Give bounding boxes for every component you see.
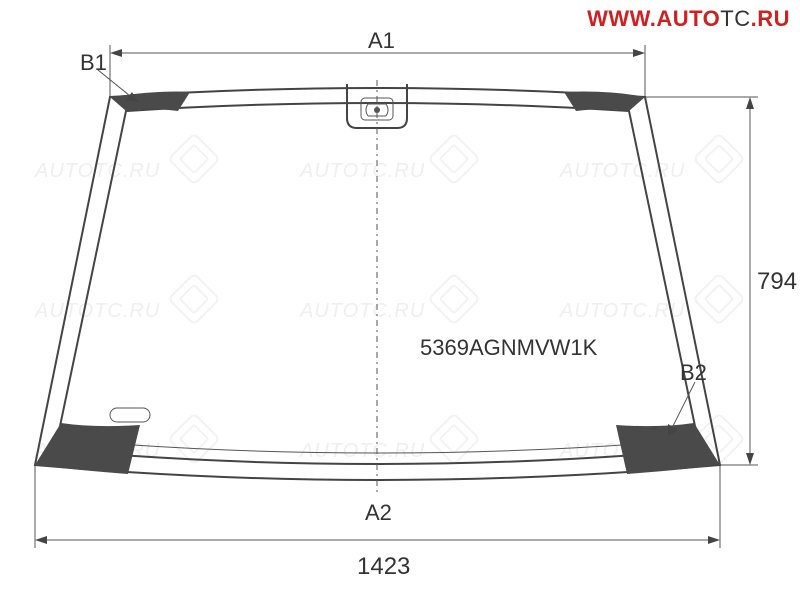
dimension-height: 794 xyxy=(757,268,797,296)
diagram-container: { "url_watermark": { "prefix": "WWW.AUTO… xyxy=(0,0,800,600)
label-a1: A1 xyxy=(368,28,395,54)
windshield-diagram xyxy=(0,0,800,600)
part-code: 5369AGNMVW1K xyxy=(420,335,597,361)
url-suffix: .RU xyxy=(751,6,790,31)
url-watermark: WWW.AUTOTC.RU xyxy=(587,6,790,32)
dimension-width: 1423 xyxy=(357,553,410,581)
label-b2: B2 xyxy=(680,360,707,386)
url-mid: TC xyxy=(720,6,750,31)
url-prefix: WWW.AUTO xyxy=(587,6,720,31)
label-b1: B1 xyxy=(80,50,107,76)
label-a2: A2 xyxy=(365,500,392,526)
